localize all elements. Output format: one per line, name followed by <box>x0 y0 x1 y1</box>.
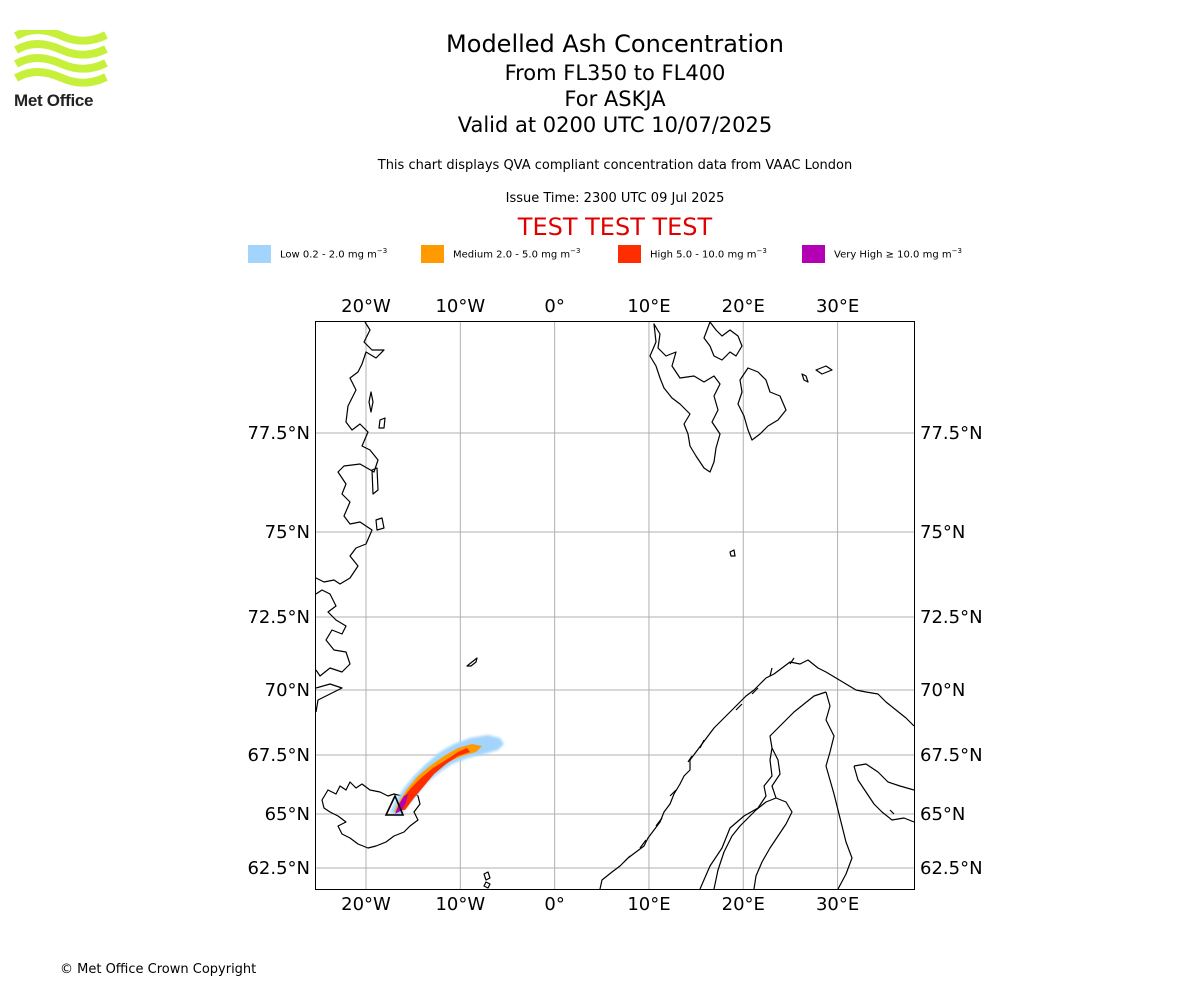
lat-label-left: 70°N <box>265 680 310 701</box>
faroe-islands <box>483 871 491 889</box>
swe-fin-border <box>771 747 781 799</box>
chart-title: Modelled Ash Concentration <box>446 30 784 58</box>
bear-island <box>729 549 736 557</box>
issue-time: Issue Time: 2300 UTC 09 Jul 2025 <box>505 191 725 206</box>
svalbard-nordaustlandet <box>737 367 787 441</box>
lat-label-left: 65°N <box>265 804 310 825</box>
chart-titles: Modelled Ash Concentration From FL350 to… <box>315 28 915 138</box>
copyright-notice: © Met Office Crown Copyright <box>60 962 257 977</box>
norway-fjords <box>623 657 795 863</box>
lon-label-top: 10°E <box>627 296 670 317</box>
ash-plume-high <box>397 748 470 810</box>
test-banner: TEST TEST TEST <box>517 213 713 241</box>
legend-label-high: High 5.0 - 10.0 mg m−3 <box>650 247 767 261</box>
coastlines <box>316 322 914 889</box>
lat-label-right: 75°N <box>920 522 965 543</box>
greenland-island-1 <box>368 391 374 413</box>
lon-label-bottom: 30°E <box>816 894 859 915</box>
legend-item-high: High 5.0 - 10.0 mg m−3 <box>618 244 767 264</box>
volcano-name: For ASKJA <box>564 87 666 111</box>
lon-label-bottom: 20°W <box>341 894 391 915</box>
greenland-coast-south <box>316 589 351 677</box>
greenland-island-2 <box>378 417 386 429</box>
legend-item-low: Low 0.2 - 2.0 mg m−3 <box>248 244 387 264</box>
lat-label-left: 62.5°N <box>247 858 310 879</box>
valid-time: Valid at 0200 UTC 10/07/2025 <box>457 113 773 137</box>
lon-label-bottom: 10°W <box>435 894 485 915</box>
lat-label-right: 70°N <box>920 680 965 701</box>
legend-label-very-high: Very High ≥ 10.0 mg m−3 <box>834 247 962 261</box>
chart-caption: This chart displays QVA compliant concen… <box>377 158 853 173</box>
legend-item-medium: Medium 2.0 - 5.0 mg m−3 <box>421 244 580 264</box>
legend-label-medium: Medium 2.0 - 5.0 mg m−3 <box>453 247 581 261</box>
svalbard-spitsbergen <box>649 323 721 473</box>
lon-label-top: 0° <box>544 296 564 317</box>
kola-peninsula <box>853 763 914 823</box>
lat-label-left: 72.5°N <box>247 607 310 628</box>
legend-swatch-high <box>618 245 641 263</box>
lat-label-left: 77.5°N <box>247 423 310 444</box>
map-gridlines <box>316 322 914 889</box>
jan-mayen <box>466 657 478 667</box>
legend-swatch-low <box>248 245 271 263</box>
scandinavia-coast <box>599 659 914 889</box>
legend-label-low: Low 0.2 - 2.0 mg m−3 <box>280 247 388 261</box>
swe-nor-border <box>699 691 827 889</box>
greenland-tip <box>316 683 343 713</box>
flight-levels: From FL350 to FL400 <box>504 61 726 85</box>
legend-item-very-high: Very High ≥ 10.0 mg m−3 <box>802 244 962 264</box>
legend-swatch-medium <box>421 245 444 263</box>
ash-plume-low <box>390 735 504 816</box>
lon-label-top: 30°E <box>816 296 859 317</box>
svalbard-kong-karls <box>801 365 833 383</box>
greenland-coast <box>316 322 385 585</box>
lat-label-right: 62.5°N <box>920 858 983 879</box>
map-frame <box>315 321 915 890</box>
svalbard-north <box>703 322 743 361</box>
lon-label-top: 10°W <box>435 296 485 317</box>
lon-label-bottom: 10°E <box>627 894 670 915</box>
logo-wordmark: Met Office <box>14 91 94 110</box>
legend: Low 0.2 - 2.0 mg m−3 Medium 2.0 - 5.0 mg… <box>0 244 1200 264</box>
lon-label-top: 20°W <box>341 296 391 317</box>
ash-plume <box>390 735 504 816</box>
lat-label-right: 72.5°N <box>920 607 983 628</box>
lat-label-left: 75°N <box>265 522 310 543</box>
volcano-triangle-icon <box>384 794 405 816</box>
legend-swatch-very-high <box>802 245 825 263</box>
fin-rus-border <box>825 691 853 889</box>
greenland-island-3 <box>371 467 379 495</box>
map-tick-labels: 20°W 20°W 10°W 10°W 0° 0° 10°E 10°E 20°E 20°E 30°E… <box>247 296 982 915</box>
baltic-coast <box>713 797 793 889</box>
lat-label-right: 67.5°N <box>920 745 983 766</box>
lon-label-bottom: 20°E <box>722 894 765 915</box>
lon-label-top: 20°E <box>722 296 765 317</box>
ash-plume-very-high <box>395 794 408 814</box>
greenland-island-4 <box>375 517 385 531</box>
met-office-logo-icon <box>14 30 108 87</box>
lon-label-bottom: 0° <box>544 894 564 915</box>
iceland <box>321 781 421 849</box>
lat-label-left: 67.5°N <box>247 745 310 766</box>
lat-label-right: 77.5°N <box>920 423 983 444</box>
lat-label-right: 65°N <box>920 804 965 825</box>
